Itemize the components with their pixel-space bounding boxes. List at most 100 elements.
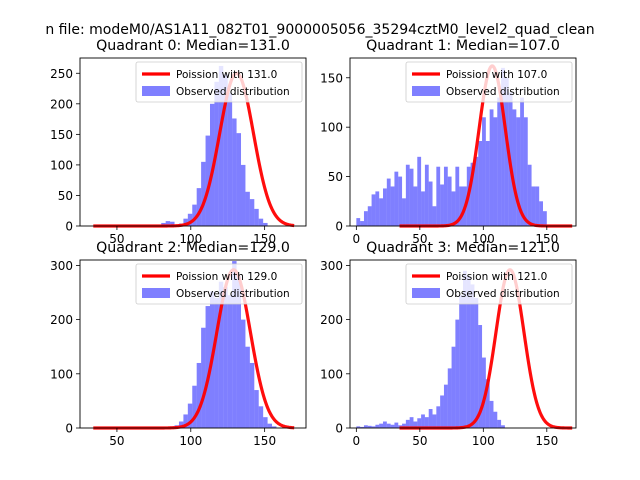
histogram-bar: [463, 270, 467, 428]
histogram-bar: [443, 166, 448, 226]
histogram-bar: [379, 198, 384, 226]
histogram-bar: [409, 168, 414, 226]
histogram-bar: [428, 181, 433, 226]
y-tick-label: 100: [320, 121, 343, 135]
histogram-bar: [367, 425, 372, 428]
histogram-bar: [501, 425, 505, 428]
histogram-bar: [249, 362, 255, 428]
axes-frame: [79, 259, 307, 429]
y-tick-label: 200: [50, 313, 73, 327]
x-tick-label: 100: [472, 232, 495, 246]
legend-bar-swatch: [142, 288, 170, 298]
histogram-bar: [241, 319, 246, 428]
y-tick-label: 200: [50, 97, 73, 111]
histogram-bar: [383, 421, 387, 428]
subplot-quadrant-1: 0 50 100 150 0 50 100 150 Quadrant 1: Median=107…: [320, 38, 577, 246]
histogram-bar: [447, 176, 452, 226]
legend-entry-observed: Observed distribution: [176, 86, 290, 98]
histogram-bar: [236, 276, 242, 428]
histogram-bar: [178, 421, 184, 428]
histogram-bar: [254, 390, 259, 428]
histogram-bar: [478, 325, 483, 428]
histogram-bar: [379, 423, 384, 428]
legend: Poission with 121.0 Observed distribution: [405, 263, 573, 305]
legend: Poission with 107.0 Observed distribution: [405, 61, 573, 103]
legend-entry-observed: Observed distribution: [446, 86, 560, 98]
histogram-bar: [417, 418, 422, 428]
y-tick-label: 200: [320, 313, 343, 327]
histogram-bar: [447, 368, 452, 428]
y-tick-label: 100: [50, 158, 73, 172]
legend-entry-observed: Observed distribution: [176, 288, 290, 300]
histogram-bar: [428, 409, 433, 428]
histogram-bar: [263, 222, 268, 226]
histogram-bar: [504, 77, 509, 226]
histogram-bar: [263, 417, 268, 428]
x-tick-label: 150: [535, 232, 558, 246]
y-tick-label: 0: [335, 220, 343, 234]
legend-entry-poisson: Poission with 129.0: [176, 271, 277, 283]
y-tick-label: 150: [320, 71, 343, 85]
histogram-bar: [232, 118, 237, 226]
legend-box: [405, 263, 573, 305]
histogram-bar: [356, 426, 361, 428]
histogram-bar: [201, 327, 206, 428]
histogram-bar: [417, 156, 422, 226]
histogram-bar: [482, 117, 486, 226]
figure-suptitle: n file: modeM0/AS1A11_082T01_9000005056_…: [45, 22, 594, 38]
histogram-bar: [501, 67, 505, 226]
legend: Poission with 131.0 Observed distribution: [135, 61, 303, 103]
histogram-bar: [413, 421, 418, 428]
legend-box: [135, 61, 303, 103]
histogram-bar: [443, 384, 448, 428]
histogram-bar: [489, 109, 494, 226]
histogram-bar: [436, 166, 441, 226]
subplot-title: Quadrant 0: Median=131.0: [96, 38, 290, 54]
histogram-bar: [459, 295, 463, 428]
x-tick-label: 0: [353, 232, 361, 246]
histogram-bar: [254, 208, 259, 226]
histogram-bar: [223, 74, 228, 227]
x-tick-label: 100: [179, 232, 202, 246]
histogram-bar: [493, 411, 498, 428]
legend-box: [135, 263, 303, 305]
histogram-bar: [371, 194, 376, 226]
histogram-bar: [360, 426, 364, 428]
histogram-bar: [218, 65, 224, 226]
histogram-bar: [402, 198, 406, 226]
x-tick-label: 50: [412, 434, 427, 448]
y-tick-label: 0: [65, 220, 73, 234]
legend-bar-swatch: [142, 86, 170, 96]
histogram-bar: [482, 357, 486, 428]
subplot-quadrant-3: 0 50 100 150 0 100 200 300 Quadrant 3: Median=12…: [320, 240, 577, 448]
histogram-bar: [474, 297, 479, 428]
histogram-bar: [371, 426, 376, 428]
histogram-bar: [232, 261, 237, 428]
histogram-bar: [187, 403, 193, 428]
legend: Poission with 129.0 Observed distribution: [135, 263, 303, 305]
histogram-bar: [218, 281, 224, 428]
histogram-bar: [470, 162, 475, 226]
histogram-bar: [375, 424, 380, 428]
histogram-bar: [183, 218, 188, 226]
histogram-bar: [196, 188, 202, 226]
legend-bar-swatch: [412, 86, 440, 96]
subplot-grid: 50 100 150 0 50 100 150 200 250 Quadrant 0: Media…: [50, 38, 577, 448]
histogram-bar: [245, 346, 250, 428]
legend-box: [405, 61, 573, 103]
histogram-bar: [386, 423, 391, 428]
histogram-bar: [258, 218, 264, 226]
legend-bar-swatch: [412, 288, 440, 298]
histogram-bar: [227, 295, 233, 428]
histogram-bar: [241, 164, 246, 226]
histogram-bar: [459, 186, 463, 226]
histogram-bar: [531, 186, 536, 226]
histogram-bar: [432, 414, 437, 428]
x-tick-label: 100: [472, 434, 495, 448]
histogram-bar: [205, 135, 210, 226]
histogram-bar: [421, 414, 425, 428]
histogram-bar: [398, 176, 403, 226]
histogram-bar: [192, 385, 197, 428]
subplot-title: Quadrant 3: Median=121.0: [366, 240, 560, 256]
